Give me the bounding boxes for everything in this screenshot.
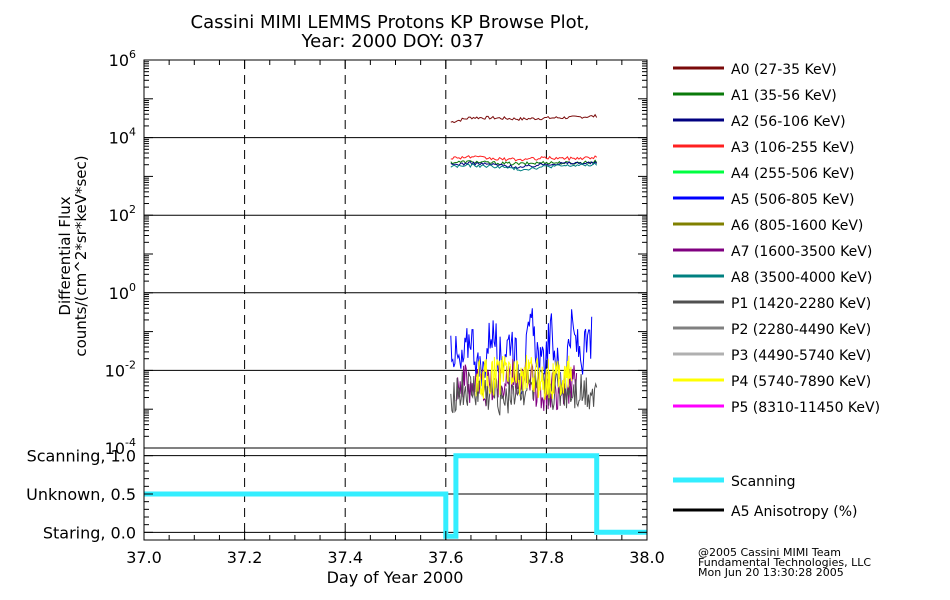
flux-series-line bbox=[450, 162, 598, 172]
mode-legend: Scanning A5 Anisotropy (%) bbox=[673, 474, 858, 520]
y-axis-label-line1: Differential Flux bbox=[56, 196, 74, 315]
mode-panel-y-tick-labels: Scanning, 1.0 Unknown, 0.5 Staring, 0.0 bbox=[26, 447, 136, 543]
flux-series-line bbox=[450, 113, 598, 124]
chart-title: Cassini MIMI LEMMS Protons KP Browse Plo… bbox=[191, 12, 590, 33]
flux-panel-y-tick-labels: 10-4 10-2 100 102 104 106 bbox=[105, 48, 136, 458]
legend-label: P5 (8310-11450 KeV) bbox=[731, 400, 880, 416]
legend-label: A6 (805-1600 KeV) bbox=[731, 218, 863, 234]
legend-label: P4 (5740-7890 KeV) bbox=[731, 374, 871, 390]
legend-label: A3 (106-255 KeV) bbox=[731, 140, 854, 156]
mode-panel-ticks bbox=[143, 455, 648, 540]
flux-series-line bbox=[450, 308, 593, 397]
x-tick-label: 37.4 bbox=[327, 548, 363, 567]
legend-label: A2 (56-106 KeV) bbox=[731, 114, 846, 130]
x-tick-label: 37.0 bbox=[126, 548, 162, 567]
legend-label: A1 (35-56 KeV) bbox=[731, 88, 837, 104]
flux-legend: A0 (27-35 KeV) A1 (35-56 KeV) A2 (56-106 K… bbox=[673, 62, 880, 416]
flux-y-tick-label: 106 bbox=[109, 48, 136, 70]
flux-y-tick-label: 100 bbox=[109, 281, 136, 303]
x-tick-label: 38.0 bbox=[629, 548, 665, 567]
flux-series-line bbox=[450, 369, 598, 416]
legend-label: A5 (506-805 KeV) bbox=[731, 192, 854, 208]
mode-y-tick-label: Scanning, 1.0 bbox=[27, 447, 136, 466]
flux-series-line bbox=[475, 354, 573, 400]
y-axis-label-line2: counts/(cm^2*sr*keV*sec) bbox=[72, 155, 90, 356]
flux-series-line bbox=[450, 160, 598, 170]
mode-panel-frame bbox=[143, 447, 648, 541]
flux-series-line bbox=[450, 155, 598, 162]
legend-label: A0 (27-35 KeV) bbox=[731, 62, 837, 78]
x-tick-labels: 37.0 37.2 37.4 37.6 37.8 38.0 bbox=[126, 548, 665, 567]
flux-panel-series bbox=[450, 113, 598, 416]
flux-series-line bbox=[455, 358, 578, 411]
legend-label: P3 (4490-5740 KeV) bbox=[731, 348, 871, 364]
mode-y-tick-label: Staring, 0.0 bbox=[43, 523, 136, 542]
x-axis-label: Day of Year 2000 bbox=[327, 568, 464, 587]
x-tick-label: 37.2 bbox=[227, 548, 263, 567]
legend-label: A5 Anisotropy (%) bbox=[731, 504, 858, 520]
flux-y-tick-label: 10-2 bbox=[105, 358, 136, 380]
legend-label: Scanning bbox=[731, 474, 796, 490]
credit-line-3: Mon Jun 20 13:30:28 2005 bbox=[698, 566, 844, 579]
scanning-series-line bbox=[144, 453, 647, 539]
flux-y-tick-label: 10-4 bbox=[105, 436, 136, 458]
legend-label: P2 (2280-4490 KeV) bbox=[731, 322, 871, 338]
flux-y-tick-label: 104 bbox=[109, 126, 136, 148]
flux-y-tick-label: 102 bbox=[109, 203, 136, 225]
mode-y-tick-label: Unknown, 0.5 bbox=[26, 485, 136, 504]
chart-subtitle: Year: 2000 DOY: 037 bbox=[301, 31, 485, 52]
x-tick-label: 37.6 bbox=[428, 548, 464, 567]
credit-line-1: @2005 Cassini MIMI Team bbox=[698, 546, 841, 559]
mode-panel-series bbox=[144, 453, 647, 539]
flux-panel-grid bbox=[144, 60, 647, 448]
legend-label: A7 (1600-3500 KeV) bbox=[731, 244, 872, 260]
x-tick-label: 37.8 bbox=[529, 548, 565, 567]
credit-line-2: Fundamental Technologies, LLC bbox=[698, 556, 871, 569]
legend-label: P1 (1420-2280 KeV) bbox=[731, 296, 871, 312]
legend-label: A4 (255-506 KeV) bbox=[731, 166, 854, 182]
legend-label: A8 (3500-4000 KeV) bbox=[731, 270, 872, 286]
